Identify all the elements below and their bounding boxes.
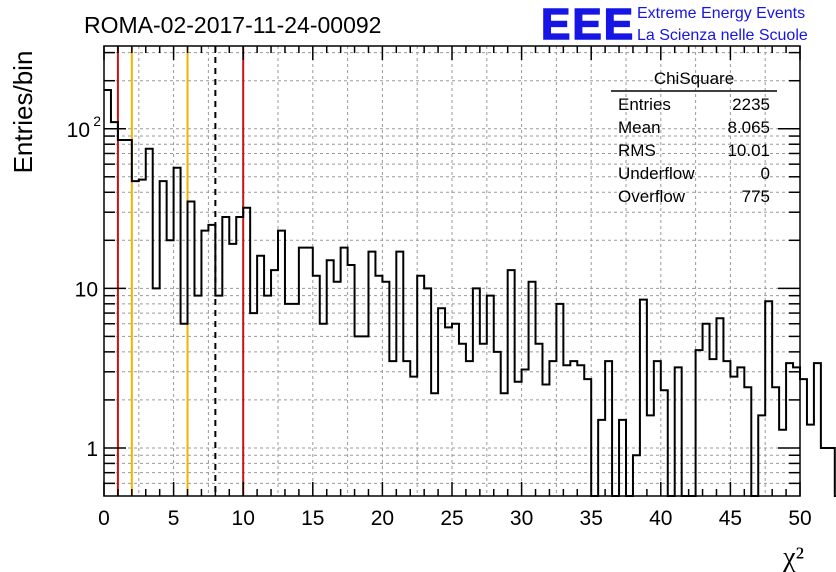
y-tick-label: 1 [86,438,98,461]
chart-title: ROMA-02-2017-11-24-00092 [84,12,381,38]
stats-row-value: 8.065 [727,118,770,137]
x-tick-label: 40 [649,507,672,530]
logo-eee-text: EEE [541,0,635,49]
y-tick-label-exponent: 2 [93,113,101,129]
logo-line1: Extreme Energy Events [637,5,805,22]
x-tick-label: 15 [301,507,324,530]
stats-row-value: 10.01 [727,141,770,160]
stats-box: ChiSquare Entries 2235 Mean 8.065 RMS 10.01 Un… [611,69,777,206]
x-tick-label: 50 [788,507,811,530]
y-tick-label: 10 [75,278,98,301]
stats-row-label: Mean [618,118,661,137]
grid-lines [104,46,800,496]
stats-row-value: 2235 [732,95,770,114]
x-tick-label: 45 [719,507,742,530]
x-tick-label: 0 [98,507,110,530]
x-tick-label: 25 [440,507,463,530]
stats-row-label: Underflow [618,164,695,183]
x-axis-label: χ² [782,542,804,572]
stats-row-value: 775 [742,187,770,206]
stats-row-label: RMS [618,141,656,160]
stats-row-label: Entries [618,95,671,114]
x-tick-label: 5 [168,507,180,530]
x-tick-label: 20 [371,507,394,530]
x-tick-label: 30 [510,507,533,530]
stats-row-value: 0 [761,164,770,183]
x-tick-label: 10 [232,507,255,530]
y-tick-label: 10 [67,119,90,142]
histogram-series [104,88,836,497]
x-tick-label: 35 [580,507,603,530]
y-axis-label: Entries/bin [8,51,38,174]
stats-box-name: ChiSquare [654,69,734,88]
stats-row-label: Overflow [618,187,686,206]
eee-logo: EEE Extreme Energy Events La Scienza nel… [540,0,808,50]
logo-line2: La Scienza nelle Scuole [637,27,808,44]
